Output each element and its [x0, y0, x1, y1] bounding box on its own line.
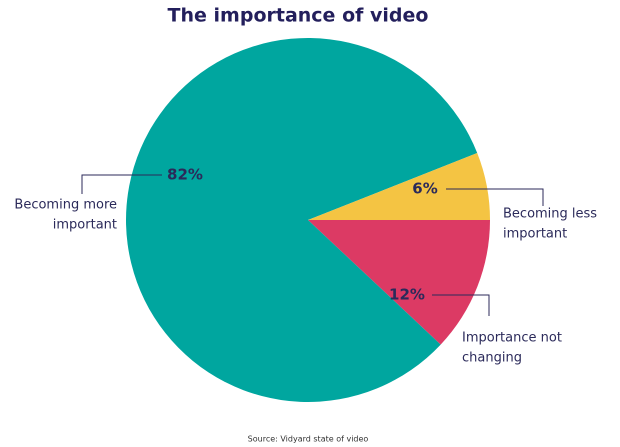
pie-slice [308, 220, 490, 345]
value-label: 12% [389, 286, 425, 304]
source-note: Source: Vidyard state of video [248, 435, 369, 444]
category-label: Becoming more [14, 198, 117, 213]
category-label: Importance not [462, 331, 562, 346]
chart-title: The importance of video [168, 5, 429, 27]
leader-line [446, 188, 544, 206]
category-label: important [53, 218, 117, 233]
pie-slice [308, 153, 490, 220]
value-label: 82% [167, 166, 203, 184]
category-label: Becoming less [503, 207, 597, 222]
leader-line [81, 174, 162, 194]
category-label: changing [462, 351, 522, 366]
pie-slice [126, 37, 478, 402]
leader-line [432, 294, 490, 316]
category-label: important [503, 227, 567, 242]
value-label: 6% [412, 180, 437, 198]
